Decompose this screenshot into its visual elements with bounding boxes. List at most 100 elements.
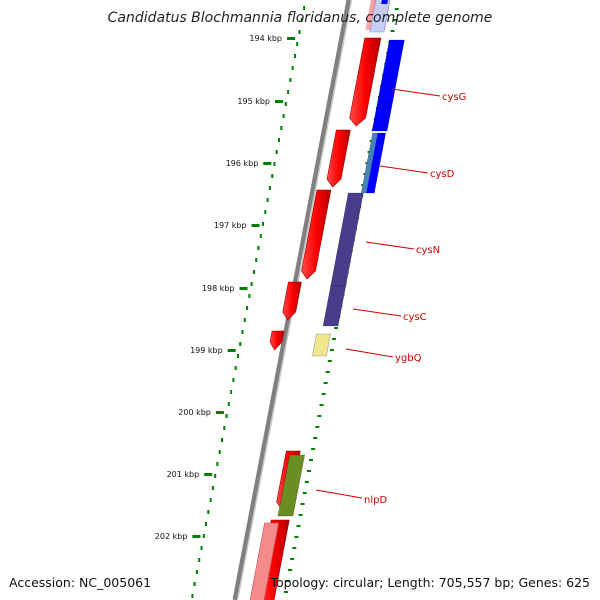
ruler-dot — [209, 498, 212, 502]
ruler-dot — [241, 330, 244, 334]
ruler-dot — [198, 558, 201, 562]
reverse-cds-block — [249, 522, 279, 600]
inner-guide-dot — [298, 514, 303, 516]
ruler-dot — [264, 210, 267, 214]
ruler-dot — [271, 174, 274, 178]
gene-cysN-leader — [365, 241, 415, 250]
ruler-dot — [239, 342, 242, 346]
ruler-dot — [273, 162, 276, 166]
inner-guide-dot — [390, 30, 395, 32]
gene-cysG-bar — [371, 39, 405, 132]
kbp-tick — [227, 349, 236, 352]
inner-guide-dot — [288, 569, 293, 571]
ruler-dot — [193, 582, 196, 586]
ruler-dot — [225, 414, 228, 418]
kbp-tick — [287, 37, 295, 40]
ruler-dot — [232, 378, 235, 382]
ruler-dot — [234, 366, 237, 370]
ruler-dot — [300, 18, 303, 22]
kbp-tick — [215, 411, 224, 414]
forward-cds-arrow — [326, 129, 351, 188]
inner-guide-dot — [294, 536, 299, 538]
inner-guide-dot — [286, 580, 290, 582]
map-title: Candidatus Blochmannia floridanus, compl… — [107, 10, 493, 26]
ruler-dot — [223, 426, 226, 430]
gene-cysG-leader — [391, 88, 441, 97]
ruler-dot — [255, 258, 258, 262]
ruler-dot — [296, 42, 299, 46]
forward-cds-arrow — [301, 189, 332, 280]
summary-text: Topology: circular; Length: 705,557 bp; … — [270, 575, 591, 590]
inner-guide-dot — [325, 371, 330, 373]
gene-cysD-label: cysD — [430, 169, 455, 180]
kbp-tick-label: 200 kbp — [178, 408, 211, 417]
forward-cds-arrow — [282, 281, 302, 321]
ruler-dot — [195, 570, 198, 574]
ruler-dot — [282, 114, 285, 118]
inner-guide-dot — [300, 503, 305, 505]
ruler-dot — [202, 534, 205, 538]
inner-guide-dot — [283, 591, 288, 593]
inner-guide-dot — [327, 360, 332, 362]
kbp-tick-label: 196 kbp — [226, 159, 259, 168]
gene-cysN-label: cysN — [416, 245, 440, 256]
gene-cysD-leader — [379, 165, 429, 174]
ruler-dot — [284, 102, 287, 106]
ruler-dot — [216, 462, 219, 466]
inner-guide-dot — [296, 525, 301, 527]
inner-guide-dot — [321, 393, 326, 395]
ruler-dot — [268, 186, 271, 190]
ruler-dot — [291, 66, 294, 70]
forward-track — [238, 0, 396, 600]
gene-ygbQ-bar — [312, 333, 331, 357]
inner-guide-dot — [392, 19, 397, 21]
inner-guide-dot — [313, 437, 318, 439]
kbp-tick-label: 195 kbp — [237, 97, 270, 106]
kbp-tick — [263, 162, 272, 165]
accession-text: Accession: NC_005061 — [9, 575, 152, 590]
inner-guide-dot — [315, 426, 320, 428]
ruler-dot — [246, 306, 249, 310]
ruler-dot — [287, 90, 290, 94]
ruler-dot — [259, 234, 262, 238]
inner-guide-dot — [292, 547, 297, 549]
ruler-dot — [200, 546, 203, 550]
inner-guide-dot — [394, 8, 399, 10]
ruler-dot — [230, 390, 233, 394]
kbp-tick — [251, 224, 260, 227]
gene-ygbQ-leader — [345, 348, 394, 358]
kbp-tick-label: 194 kbp — [249, 34, 282, 43]
gene-nlpD-bar — [277, 454, 305, 517]
kbp-tick — [275, 100, 283, 103]
ruler-dot — [257, 246, 260, 250]
ruler-dot — [298, 30, 301, 34]
ruler-dot — [252, 270, 255, 274]
gene-nlpD-leader — [315, 489, 363, 499]
gene-cysC-leader — [352, 308, 402, 317]
kbp-tick-label: 201 kbp — [167, 470, 200, 479]
gene-cysC-label: cysC — [403, 312, 427, 323]
gene-cysG-label: cysG — [442, 92, 466, 103]
kbp-tick-label: 197 kbp — [214, 221, 247, 230]
inner-guide-dot — [332, 338, 336, 340]
kbp-tick — [204, 473, 213, 476]
gene-cysC-bar — [322, 285, 347, 327]
kbp-tick-label: 202 kbp — [155, 532, 188, 541]
inner-guide-dot — [311, 448, 316, 450]
ruler-dot — [227, 402, 230, 406]
ruler-dot — [250, 282, 253, 286]
inner-guide-dot — [290, 558, 295, 560]
ruler-dot — [262, 222, 264, 226]
gene-cysD-bar — [361, 133, 378, 193]
ruler-dot — [191, 594, 194, 598]
kbp-tick-label: 198 kbp — [202, 284, 235, 293]
reverse-cds-block — [369, 0, 391, 33]
kbp-tick — [192, 535, 201, 538]
ruler-dot — [243, 318, 246, 322]
ruler-dot — [218, 450, 221, 454]
gene-ygbQ-label: ygbQ — [395, 353, 422, 364]
ruler-dot — [221, 438, 223, 442]
ruler-dot — [207, 510, 210, 514]
ruler-dot — [289, 78, 292, 82]
